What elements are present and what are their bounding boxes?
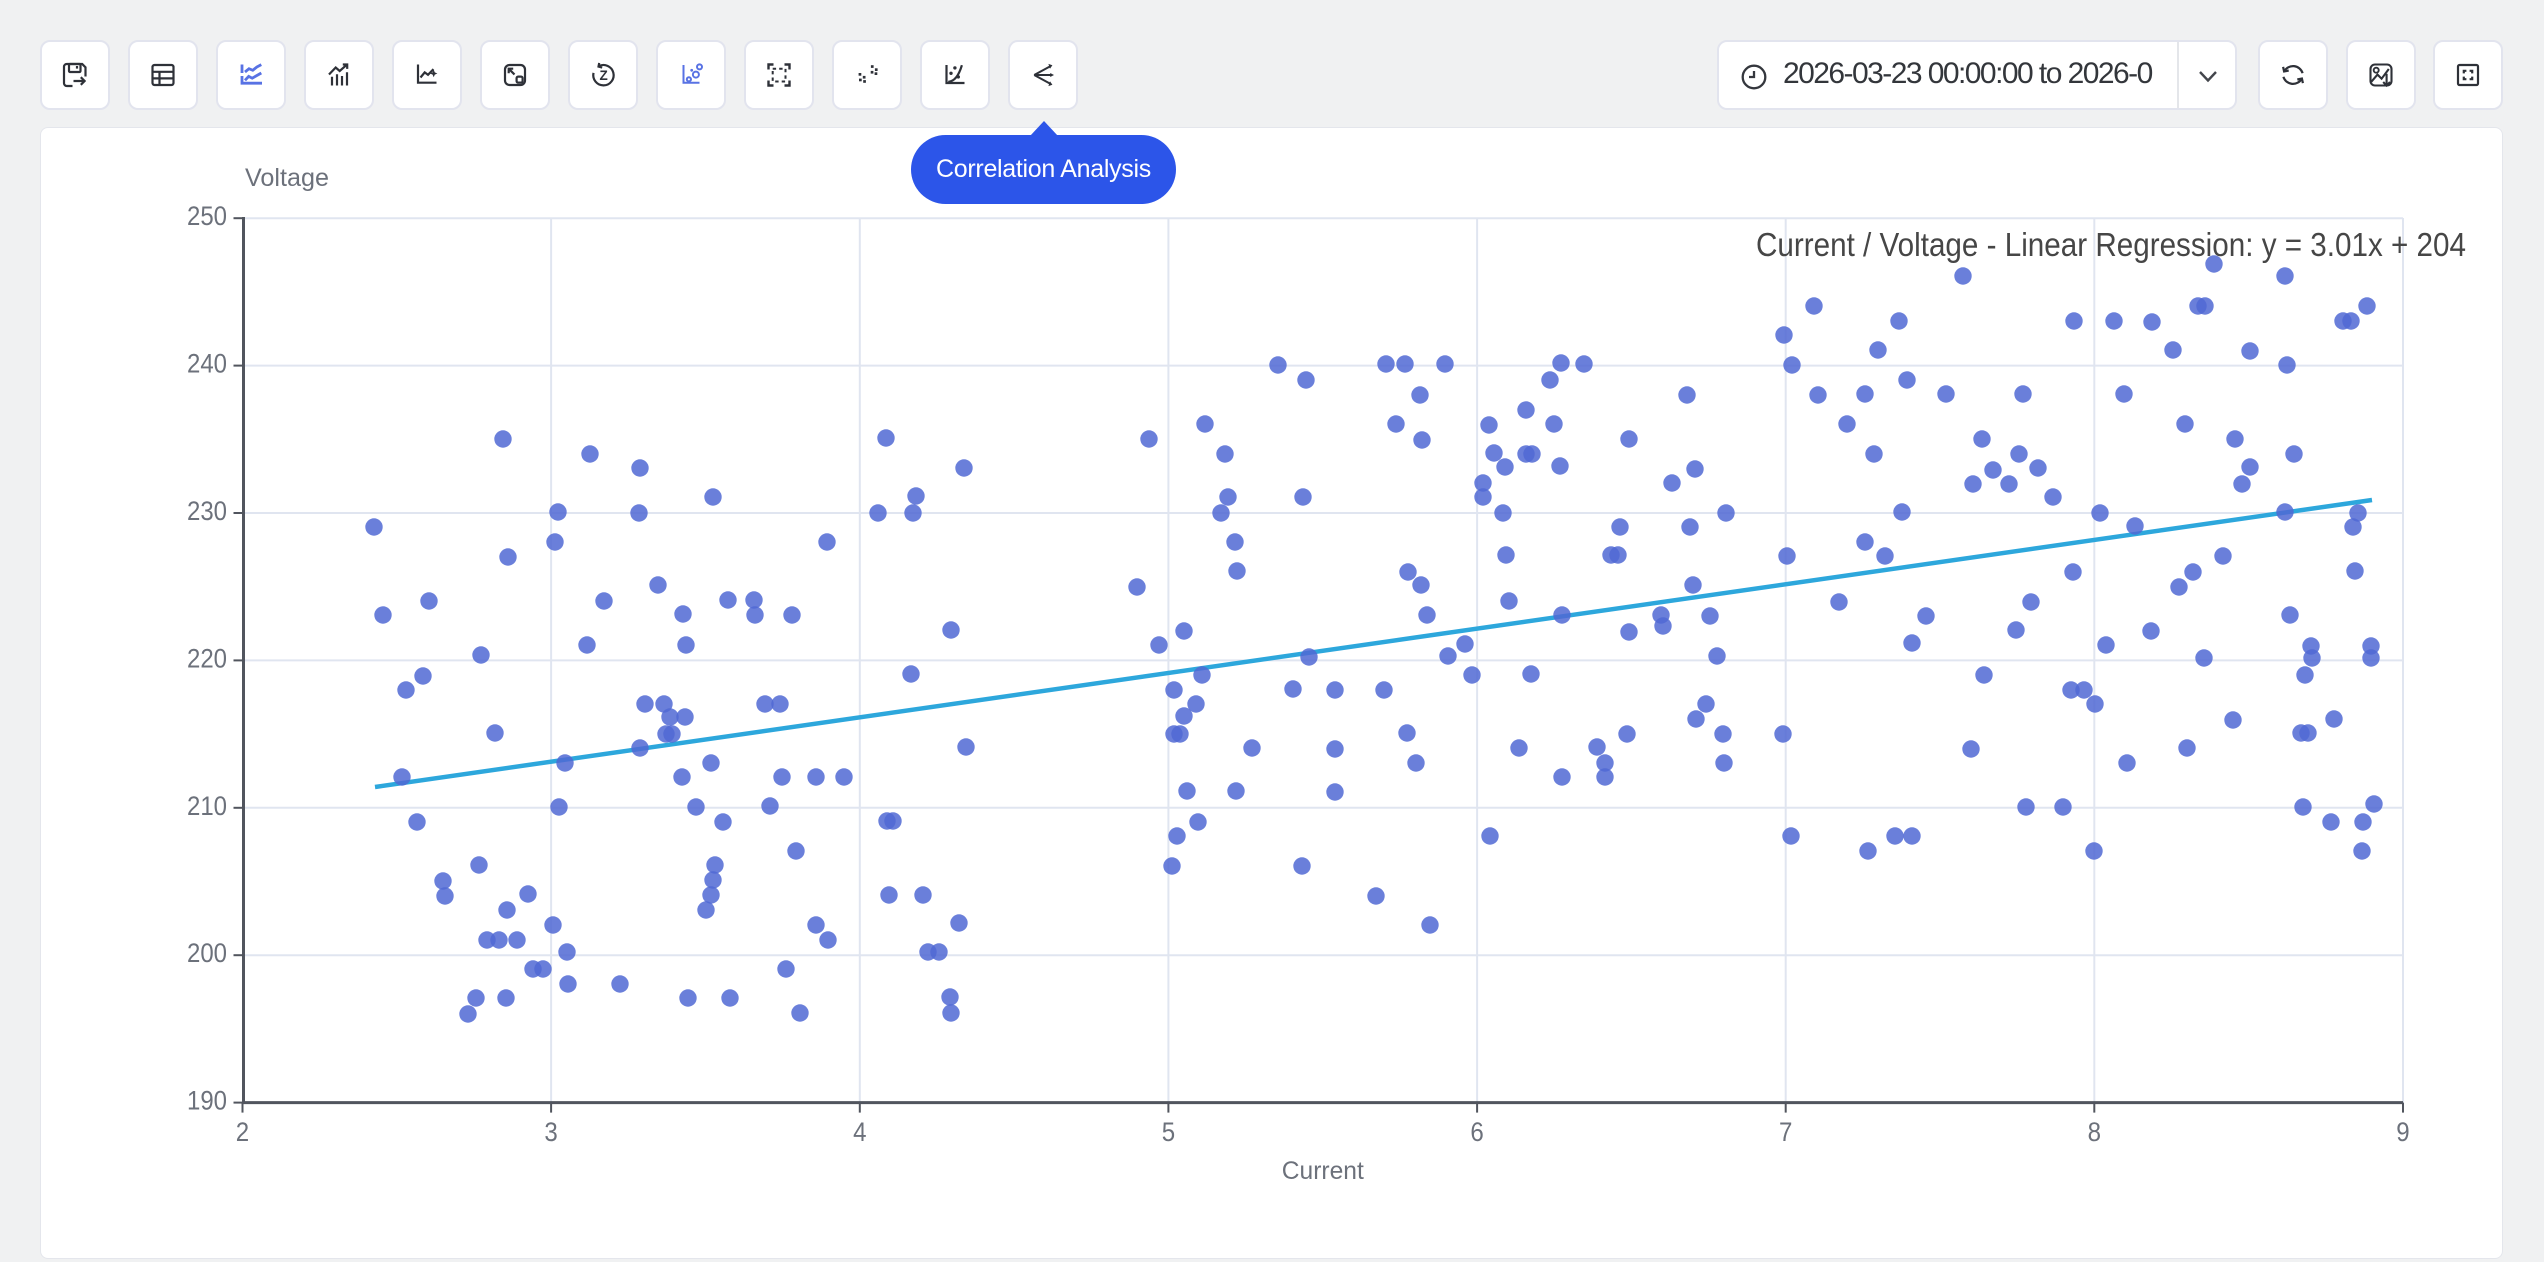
svg-text:9: 9 <box>2396 1117 2409 1147</box>
svg-text:200: 200 <box>187 938 227 968</box>
svg-text:210: 210 <box>187 791 227 821</box>
svg-text:6: 6 <box>1470 1117 1483 1147</box>
svg-text:3: 3 <box>544 1117 557 1147</box>
svg-text:5: 5 <box>1162 1117 1175 1147</box>
svg-text:220: 220 <box>187 643 227 673</box>
svg-text:250: 250 <box>187 201 227 231</box>
svg-text:230: 230 <box>187 496 227 526</box>
svg-text:Current / Voltage - Linear Reg: Current / Voltage - Linear Regression: y… <box>1756 226 2466 263</box>
svg-text:Voltage: Voltage <box>245 164 329 192</box>
svg-text:2: 2 <box>236 1117 249 1147</box>
svg-text:190: 190 <box>187 1086 227 1116</box>
svg-text:8: 8 <box>2088 1117 2101 1147</box>
svg-text:Z: Z <box>599 68 607 83</box>
svg-text:Current: Current <box>1282 1157 1364 1185</box>
svg-text:4: 4 <box>853 1117 866 1147</box>
svg-text:7: 7 <box>1779 1117 1792 1147</box>
svg-text:240: 240 <box>187 349 227 379</box>
